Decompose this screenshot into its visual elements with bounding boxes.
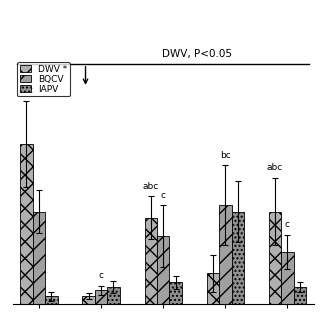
Text: abc: abc — [18, 86, 35, 95]
Bar — [294, 287, 306, 304]
Bar — [207, 273, 219, 304]
Bar — [157, 236, 169, 304]
Bar — [169, 283, 182, 304]
Text: c: c — [161, 191, 166, 200]
Bar — [232, 212, 244, 304]
Bar — [107, 287, 120, 304]
Text: DWV, P<0.05: DWV, P<0.05 — [162, 49, 232, 59]
Text: abc: abc — [143, 182, 159, 191]
Text: abc: abc — [267, 163, 283, 172]
Bar — [145, 218, 157, 304]
Bar — [281, 252, 294, 304]
Text: bc: bc — [220, 151, 231, 160]
Bar — [20, 144, 33, 304]
Bar — [269, 212, 281, 304]
Bar — [33, 212, 45, 304]
Bar — [95, 290, 107, 304]
Bar — [219, 205, 232, 304]
Text: c: c — [99, 271, 104, 280]
Bar — [83, 296, 95, 304]
Bar — [45, 296, 58, 304]
Text: c: c — [285, 220, 290, 229]
Legend: DWV *, BQCV, IAPV: DWV *, BQCV, IAPV — [17, 62, 70, 96]
